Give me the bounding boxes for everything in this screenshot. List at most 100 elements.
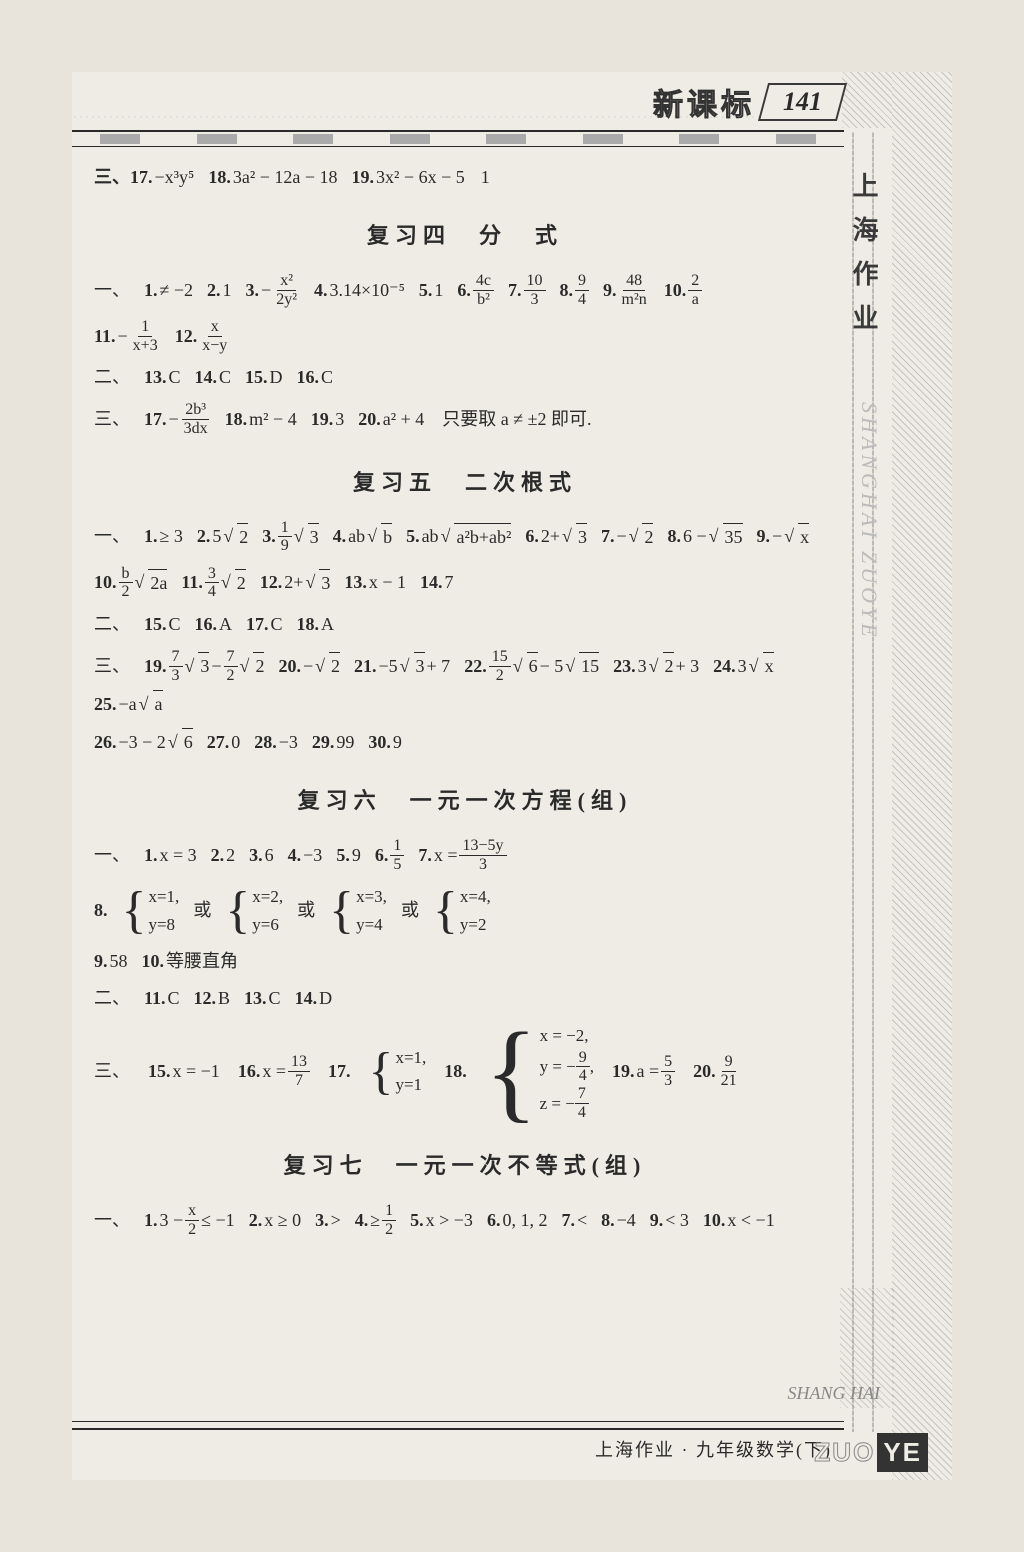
answer-item: 13. C bbox=[144, 364, 181, 391]
answer-value: x = bbox=[262, 1058, 286, 1085]
answer-value: 99 bbox=[336, 729, 354, 756]
answer-number: 4. bbox=[355, 1207, 369, 1234]
answer-item: 29. 99 bbox=[312, 729, 355, 756]
hatch-pattern-right bbox=[892, 72, 952, 1480]
answer-value: D bbox=[270, 364, 283, 391]
answer-number: 7. bbox=[418, 842, 432, 869]
radicand: 3 bbox=[414, 652, 425, 680]
answer-value: 0, 1, 2 bbox=[502, 1207, 547, 1234]
radicand: 2 bbox=[235, 569, 246, 597]
answer-value: B bbox=[218, 985, 230, 1012]
answer-number: 9. bbox=[757, 523, 771, 550]
answer-number: 4. bbox=[288, 842, 302, 869]
answer-row: 三、15. x = −116. x = 13717.{x=1,y=118.{x … bbox=[94, 1022, 836, 1122]
fraction: 13−5y3 bbox=[459, 837, 506, 873]
answer-value: > bbox=[331, 1207, 341, 1234]
answer-number: 19. bbox=[352, 164, 375, 191]
answer-row: 一、1. x = 32. 23. 64. −35. 96. 157. x = 1… bbox=[94, 837, 836, 873]
answer-item: 3. 19√3 bbox=[262, 519, 318, 555]
answer-number: 1. bbox=[144, 523, 158, 550]
answer-number: 14. bbox=[420, 569, 443, 596]
answer-number: 2. bbox=[211, 842, 225, 869]
answer-item: 7. −√2 bbox=[601, 523, 654, 551]
answer-number: 6. bbox=[525, 523, 539, 550]
answer-value: 等腰直角 bbox=[166, 948, 238, 975]
answer-number: 29. bbox=[312, 729, 335, 756]
section-lead: 二、 bbox=[94, 364, 130, 391]
answer-number: 21. bbox=[354, 653, 377, 680]
answer-value: −3 bbox=[279, 729, 298, 756]
answer-item: 7. x = 13−5y3 bbox=[418, 837, 506, 873]
answer-value: −4 bbox=[617, 1207, 636, 1234]
answer-number: 8. bbox=[601, 1207, 615, 1234]
radical-icon: √ bbox=[367, 523, 377, 550]
radicand: 3 bbox=[198, 652, 209, 680]
fraction: 103 bbox=[524, 272, 546, 308]
corner-light: ZUO bbox=[812, 1433, 877, 1472]
answer-value: x = −1 bbox=[173, 1058, 220, 1085]
answer-number: 15. bbox=[245, 364, 268, 391]
answer-item: 15. x = −1 bbox=[148, 1058, 220, 1085]
answer-number: 10. bbox=[94, 569, 117, 596]
answer-value: 3 bbox=[335, 406, 344, 433]
answer-item: 5. 9 bbox=[336, 842, 361, 869]
radicand: 3 bbox=[576, 523, 587, 551]
answer-number: 20. bbox=[693, 1058, 716, 1085]
fraction: 72 bbox=[224, 648, 238, 684]
fraction: 137 bbox=[288, 1053, 310, 1089]
fraction: 94 bbox=[575, 272, 589, 308]
answer-row: 三、17. −2b³3dx18. m² − 419. 320. a² + 4 只… bbox=[94, 401, 836, 437]
answer-value: D bbox=[319, 985, 332, 1012]
fraction: 73 bbox=[169, 648, 183, 684]
answer-number: 17. bbox=[246, 611, 269, 638]
radicand: 2a bbox=[148, 569, 167, 597]
answer-number: 5. bbox=[410, 1207, 424, 1234]
separator: 或 bbox=[401, 897, 419, 924]
corner-logo: ZUO YE bbox=[812, 1433, 928, 1472]
answer-item: 15. D bbox=[245, 364, 283, 391]
answer-value: C bbox=[219, 364, 231, 391]
fraction: 19 bbox=[278, 519, 292, 555]
answer-tail: + 3 bbox=[676, 653, 700, 680]
answer-row: 二、13. C14. C15. D16. C bbox=[94, 364, 836, 391]
answer-value: ab bbox=[422, 523, 439, 550]
radicand: a²b+ab² bbox=[454, 523, 511, 551]
answer-value: 58 bbox=[110, 948, 128, 975]
radical-icon: √ bbox=[305, 569, 315, 596]
answer-row: 9. 5810. 等腰直角 bbox=[94, 948, 836, 975]
radical-icon: √ bbox=[315, 653, 325, 680]
answer-number: 10. bbox=[664, 277, 687, 304]
answer-number: 11. bbox=[94, 323, 116, 350]
equation-system: {x=1,y=8 bbox=[122, 883, 180, 937]
answer-item: 1. 3 − x2 ≤ −1 bbox=[144, 1202, 235, 1238]
answer-item: 6. 0, 1, 2 bbox=[487, 1207, 548, 1234]
answer-item: 20. 921 bbox=[693, 1053, 740, 1089]
answer-value: 3 − bbox=[160, 1207, 184, 1234]
answer-value: 7 bbox=[445, 569, 454, 596]
radicand: 2 bbox=[663, 652, 674, 680]
separator: 或 bbox=[193, 897, 211, 924]
answer-item: 24. 3√x bbox=[713, 652, 773, 680]
answer-item: 11. −1x+3 bbox=[94, 318, 161, 354]
radical-icon: √ bbox=[223, 523, 233, 550]
answer-item: 13. C bbox=[244, 985, 281, 1012]
radicand: x bbox=[763, 652, 774, 680]
answer-value: C bbox=[269, 985, 281, 1012]
answer-item: 17. −2b³3dx bbox=[144, 401, 211, 437]
fraction: b2 bbox=[119, 565, 133, 601]
fraction: x2 bbox=[185, 1202, 199, 1238]
answer-item: 4. ab√b bbox=[333, 523, 392, 551]
answer-item: 7. 103 bbox=[508, 272, 546, 308]
radical-icon: √ bbox=[649, 653, 659, 680]
answer-item: 6. 15 bbox=[375, 837, 405, 873]
answer-item: 1 bbox=[479, 164, 490, 191]
answer-number: 9. bbox=[650, 1207, 664, 1234]
answer-number: 7. bbox=[508, 277, 522, 304]
answer-item: 2. 1 bbox=[207, 277, 232, 304]
answer-value: 6 − bbox=[683, 523, 707, 550]
answer-tail: − bbox=[211, 653, 221, 680]
answer-value: ab bbox=[348, 523, 365, 550]
answer-item: 25. −a√a bbox=[94, 690, 163, 718]
fraction: 74 bbox=[575, 1085, 589, 1121]
answer-item: 4. −3 bbox=[288, 842, 323, 869]
